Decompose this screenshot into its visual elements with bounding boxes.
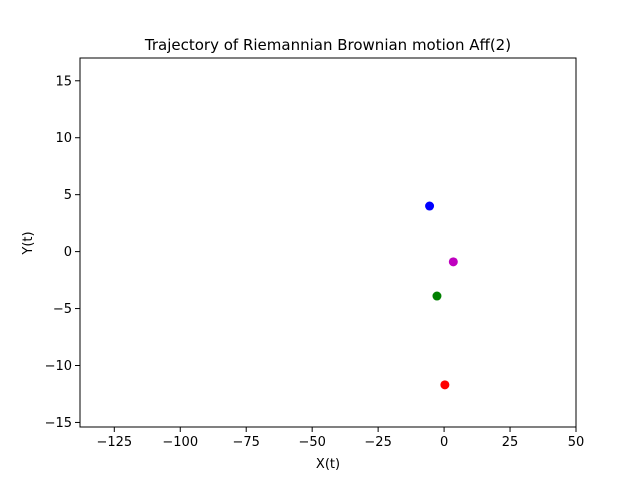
x-tick-label-3: −50 [298,435,325,450]
x-tick-label-5: 0 [440,435,448,450]
data-point-1 [448,257,458,267]
x-tick-label-4: −25 [364,435,391,450]
x-tick-label-7: 50 [568,435,585,450]
data-point-0 [425,201,435,211]
data-point-3 [440,380,450,390]
x-tick-label-1: −100 [162,435,198,450]
y-tick-label-0: −15 [45,416,72,431]
y-tick-label-1: −10 [45,359,72,374]
chart-title: Trajectory of Riemannian Brownian motion… [144,36,511,54]
axes-frame [79,57,577,428]
y-tick-label-3: 0 [64,245,72,260]
x-tick-label-6: 25 [502,435,519,450]
y-tick-label-2: −5 [53,302,72,317]
x-axis-label: X(t) [316,457,340,472]
y-tick-label-4: 5 [64,188,72,203]
y-tick-label-6: 15 [55,74,72,89]
y-axis-label: Y(t) [21,231,36,255]
x-tick-label-2: −75 [232,435,259,450]
data-point-2 [432,291,442,301]
y-tick-label-5: 10 [55,131,72,146]
x-tick-label-0: −125 [96,435,132,450]
